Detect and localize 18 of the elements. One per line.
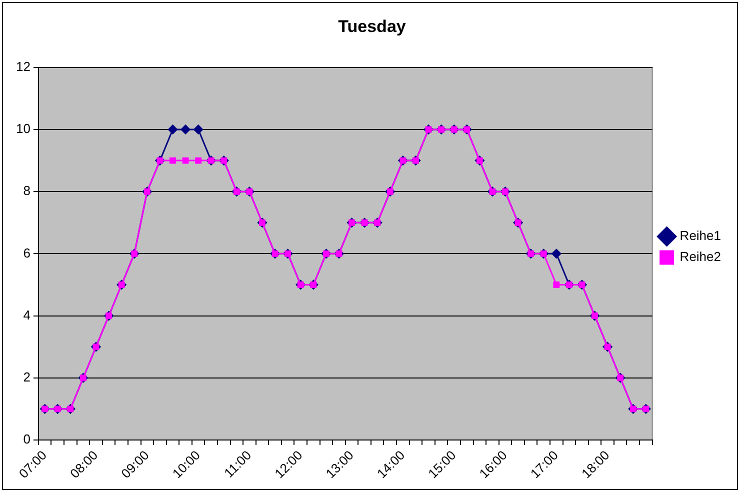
legend-label: Reihe1 <box>680 228 722 244</box>
point <box>170 157 176 164</box>
point <box>180 124 190 134</box>
y-tick-label: 10 <box>16 121 30 136</box>
y-tick-label: 2 <box>23 369 30 384</box>
y-tick-label: 8 <box>23 183 30 198</box>
y-tick-label: 4 <box>23 307 30 322</box>
point <box>182 157 189 164</box>
y-tick-label: 0 <box>23 432 30 447</box>
point <box>168 124 178 134</box>
point <box>194 124 204 134</box>
point <box>195 157 202 164</box>
y-tick-label: 6 <box>23 245 30 260</box>
point <box>552 248 562 258</box>
chart-title: Tuesday <box>338 16 406 36</box>
point <box>553 282 560 288</box>
y-tick-label: 12 <box>16 58 30 74</box>
legend-label: Reihe2 <box>680 249 722 264</box>
